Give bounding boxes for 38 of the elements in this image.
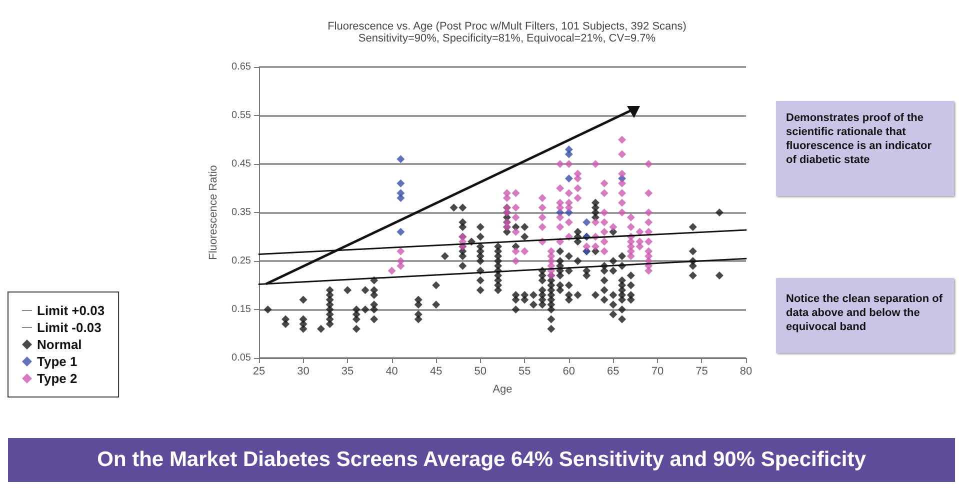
legend-label: Normal (37, 337, 82, 352)
y-tick-label: 0.05 (232, 352, 252, 364)
point (564, 150, 573, 158)
y-tick-label: 0.35 (232, 207, 252, 218)
x-tick-label: 55 (518, 366, 531, 378)
y-tick-label: 0.25 (232, 256, 252, 266)
x-tick-label: 45 (430, 366, 442, 378)
point (582, 218, 591, 226)
x-tick-label: 70 (651, 366, 664, 378)
x-tick-label: 40 (386, 366, 398, 378)
x-tick-label: 30 (297, 366, 310, 378)
x-tick-label: 80 (740, 366, 752, 378)
legend-label: Type 1 (37, 354, 78, 369)
point (564, 174, 573, 183)
point (396, 179, 405, 188)
y-tick-label: 0.45 (232, 158, 252, 170)
x-tick-label: 65 (607, 366, 620, 378)
point (396, 155, 405, 164)
y-axis-title: Fluorescence Ratio (208, 165, 220, 260)
point (396, 228, 405, 236)
legend-label: Limit -0.03 (37, 320, 102, 335)
chart-title: Fluorescence vs. Age (Post Proc w/Mult Filters, 101 Subjects, 392 Scans) (328, 20, 686, 32)
point (396, 194, 405, 202)
y-tick-label: 0.15 (232, 304, 252, 315)
text: Notice the clean separation of data above and below the equivocal band (776, 278, 954, 353)
text: Demonstrates proof of the scientific rationale that fluorescence is an indicator of diabetic state (776, 101, 954, 196)
legend-label: Limit +0.03 (37, 303, 105, 318)
x-tick-label: 60 (562, 366, 576, 378)
x-tick-label: 25 (252, 366, 266, 378)
chart-subtitle: Sensitivity=90%, Specificity=81%, Equivocal=21%, CV=9.7% (358, 32, 656, 44)
text: On the Market Diabetes Screens Average 64% Sensitivity and 90% Specificity (8, 438, 955, 482)
x-axis-title: Age (492, 384, 512, 396)
y-tick-label: 0.55 (232, 110, 252, 121)
x-tick-label: 75 (696, 366, 708, 378)
y-tick-label: 0.65 (232, 62, 252, 72)
legend-label: Type 2 (37, 371, 78, 386)
x-tick-label: 35 (341, 366, 354, 378)
x-tick-label: 50 (474, 366, 486, 378)
